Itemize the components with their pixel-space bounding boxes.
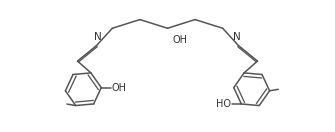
Text: N: N	[233, 32, 241, 42]
Text: OH: OH	[173, 35, 188, 45]
Text: HO: HO	[216, 99, 231, 109]
Text: N: N	[94, 32, 102, 42]
Text: OH: OH	[112, 83, 126, 93]
